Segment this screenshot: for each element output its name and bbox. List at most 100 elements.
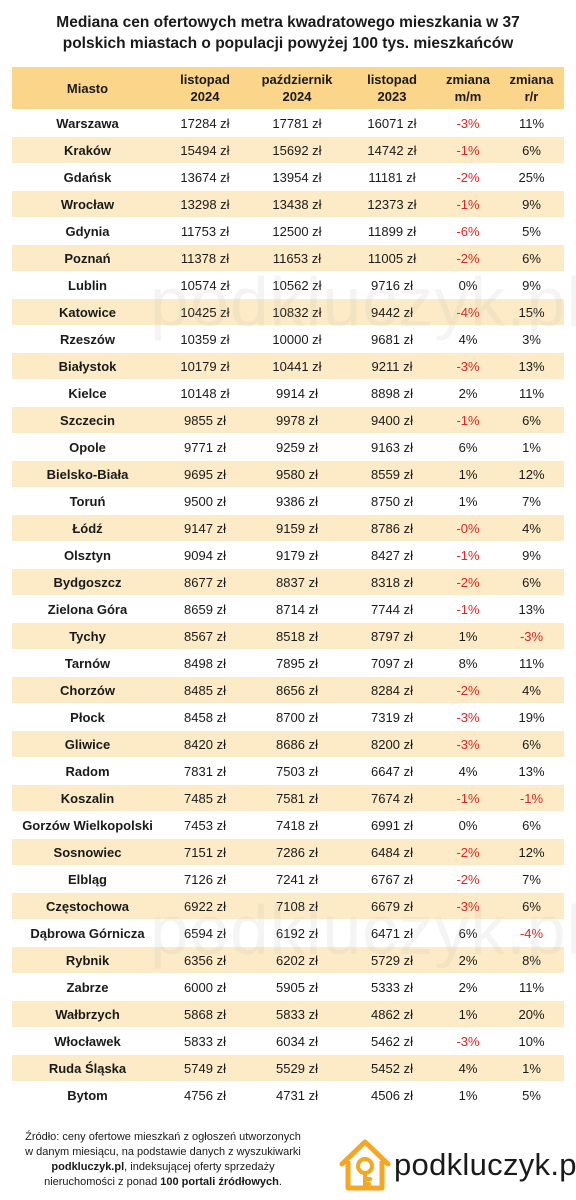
cell-change-rr: 7% [522,871,541,887]
table-row: Koszalin 7485 zł 7581 zł 7674 zł -1% -1% [12,785,564,811]
cell-change-rr: 4% [499,677,564,703]
cell-change-rr: 13% [518,601,545,617]
cell-nov-2024: 7151 zł [163,839,247,865]
cell-change-rr: 6% [499,245,564,271]
cell-oct-2024: 5833 zł [247,1001,347,1027]
cell-change-rr: 5% [522,1087,541,1103]
table-row: Ruda Śląska 5749 zł 5529 zł 5452 zł 4% 1% [12,1055,564,1081]
cell-change-mm: -2% [456,871,480,887]
cell-city: Gdańsk [63,169,112,185]
table-row: Bydgoszcz 8677 zł 8837 zł 8318 zł -2% 6% [12,569,564,595]
cell-change-rr: 20% [499,1001,564,1027]
cell-nov-2023: 6647 zł [371,763,413,779]
cell-nov-2023: 8200 zł [347,731,437,757]
cell-change-mm: -3% [437,731,499,757]
house-key-icon [339,1139,391,1191]
table-row: Wrocław 13298 zł 13438 zł 12373 zł -1% 9% [12,191,564,217]
cell-change-rr: 5% [522,223,541,239]
cell-change-mm: -3% [437,893,499,919]
cell-change-rr: 1% [522,439,541,455]
cell-city: Toruń [69,493,106,509]
cell-oct-2024: 7581 zł [247,785,347,811]
cell-oct-2024: 6202 zł [247,947,347,973]
cell-nov-2024: 9500 zł [184,493,226,509]
cell-change-mm: -1% [456,601,480,617]
table-row: Lublin 10574 zł 10562 zł 9716 zł 0% 9% [12,272,564,298]
cell-nov-2023: 9211 zł [347,353,437,379]
cell-change-mm: 4% [437,1055,499,1081]
cell-change-mm: 1% [458,493,478,509]
cell-change-mm: -3% [456,709,480,725]
table-row: Gorzów Wielkopolski 7453 zł 7418 zł 6991 zł… [12,812,564,838]
page-title: Mediana cen ofertowych metra kwadratoweg… [0,12,576,54]
cell-city: Poznań [12,245,163,271]
cell-nov-2024: 8420 zł [163,731,247,757]
cell-city: Warszawa [56,115,119,131]
cell-change-rr: 10% [518,1033,545,1049]
cell-change-rr: 4% [499,515,564,541]
cell-nov-2024: 11378 zł [163,245,247,271]
cell-city: Łódź [12,515,163,541]
cell-oct-2024: 17781 zł [272,115,322,131]
cell-city: Elbląg [67,871,107,887]
cell-change-rr: 7% [522,493,541,509]
cell-city: Rzeszów [60,331,115,347]
table-row: Tychy 8567 zł 8518 zł 8797 zł 1% -3% [12,623,564,649]
cell-change-rr: 6% [499,893,564,919]
table-row: Częstochowa 6922 zł 7108 zł 6679 zł -3% 6% [12,893,564,919]
cell-oct-2024: 9580 zł [247,461,347,487]
cell-oct-2024: 9978 zł [247,407,347,433]
header-nov-2024: listopad 2024 [163,67,247,109]
cell-nov-2024: 9771 zł [184,439,226,455]
cell-change-rr: 3% [522,331,541,347]
cell-nov-2024: 7485 zł [163,785,247,811]
cell-nov-2023: 8750 zł [371,493,413,509]
cell-city: Częstochowa [12,893,163,919]
header-oct-2024: październik 2024 [247,67,347,109]
cell-nov-2023: 8318 zł [347,569,437,595]
cell-change-rr: 6% [499,407,564,433]
table-row: Kraków 15494 zł 15692 zł 14742 zł -1% 6% [12,137,564,163]
source-site: podkluczyk.pl [51,1161,125,1173]
header-change-mm: zmiana m/m [437,67,499,109]
table-row: Bielsko-Biała 9695 zł 9580 zł 8559 zł 1% 12% [12,461,564,487]
cell-nov-2024: 6356 zł [163,947,247,973]
cell-change-rr: 11% [518,115,545,131]
cell-nov-2023: 6767 zł [371,871,413,887]
cell-oct-2024: 15692 zł [247,137,347,163]
cell-nov-2023: 8559 zł [347,461,437,487]
cell-city: Dąbrowa Górnicza [30,925,145,941]
cell-nov-2023: 9716 zł [371,277,413,293]
cell-nov-2023: 4506 zł [371,1087,413,1103]
table-row: Olsztyn 9094 zł 9179 zł 8427 zł -1% 9% [12,542,564,568]
cell-nov-2023: 8786 zł [347,515,437,541]
cell-city: Zabrze [66,979,109,995]
source-line-4: nieruchomości z ponad 100 portali źródło… [44,1176,282,1188]
cell-nov-2024: 8485 zł [163,677,247,703]
cell-change-mm: 2% [458,385,478,401]
cell-oct-2024: 5529 zł [247,1055,347,1081]
cell-nov-2023: 7319 zł [371,709,413,725]
cell-nov-2024: 4756 zł [184,1087,226,1103]
cell-nov-2024: 6594 zł [184,925,226,941]
cell-oct-2024: 9386 zł [276,493,318,509]
cell-oct-2024: 7286 zł [247,839,347,865]
cell-change-mm: -3% [437,353,499,379]
cell-nov-2023: 5333 zł [371,979,413,995]
cell-nov-2023: 11005 zł [347,245,437,271]
header-nov-2023: listopad 2023 [347,67,437,109]
cell-change-mm: 6% [458,439,478,455]
cell-city: Szczecin [12,407,163,433]
cell-nov-2023: 8898 zł [371,385,413,401]
cell-oct-2024: 4731 zł [276,1087,318,1103]
cell-oct-2024: 9159 zł [247,515,347,541]
cell-city: Kraków [12,137,163,163]
logo: podkluczyk.pl [336,1136,576,1194]
cell-nov-2024: 7831 zł [184,763,226,779]
cell-change-rr: -4% [519,925,544,941]
cell-nov-2024: 17284 zł [180,115,230,131]
cell-nov-2024: 9147 zł [163,515,247,541]
cell-nov-2023: 6484 zł [347,839,437,865]
header-change-rr: zmiana r/r [499,67,564,109]
cell-nov-2023: 9442 zł [347,299,437,325]
